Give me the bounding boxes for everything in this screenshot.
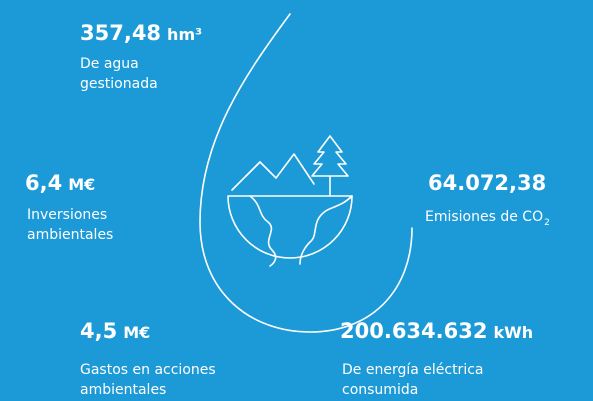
label-text: consumida — [342, 382, 418, 398]
stat-label: Gastos en acciones — [80, 362, 216, 378]
value: 6,4 — [25, 171, 62, 195]
label-text: gestionada — [80, 76, 158, 92]
environment-icon — [227, 135, 353, 267]
value: 4,5 — [80, 319, 117, 343]
value: 200.634.632 — [340, 319, 487, 343]
stat-value: 4,5 M€ — [80, 319, 150, 343]
stat: 200.634.632 kWh De energía eléctrica consum… — [340, 319, 533, 398]
stat: 64.072,38 Emisiones de CO2 — [425, 171, 550, 228]
stat-label: De energía eléctrica — [342, 362, 483, 378]
stat-value: 357,48 hm³ — [80, 21, 202, 45]
stat-label: De agua — [80, 56, 139, 72]
label-text: ambientales — [27, 227, 113, 243]
stat-label: ambientales — [27, 227, 113, 243]
label-text: ambientales — [80, 382, 166, 398]
stat-value: 6,4 M€ — [25, 171, 95, 195]
label-subscript: 2 — [544, 218, 550, 228]
value: 357,48 — [80, 21, 161, 45]
stat-value: 64.072,38 — [428, 171, 546, 195]
unit: hm³ — [167, 25, 202, 44]
label-text: De agua — [80, 56, 139, 72]
water-drop — [199, 13, 413, 333]
label-text: Emisiones de CO — [425, 209, 543, 225]
stat-label: gestionada — [80, 76, 158, 92]
label-text: De energía eléctrica — [342, 362, 483, 378]
label-text: Gastos en acciones — [80, 362, 216, 378]
stat-label: Inversiones — [27, 207, 107, 223]
stat-label: ambientales — [80, 382, 166, 398]
stat-label: consumida — [342, 382, 418, 398]
stat: 4,5 M€ Gastos en acciones ambientales — [80, 319, 216, 398]
value: 64.072,38 — [428, 171, 546, 195]
unit: kWh — [493, 323, 533, 342]
stat: 357,48 hm³ De agua gestionada — [80, 21, 202, 92]
unit: M€ — [68, 175, 95, 194]
stat: 6,4 M€ Inversiones ambientales — [25, 171, 113, 243]
unit: M€ — [123, 323, 150, 342]
stat-value: 200.634.632 kWh — [340, 319, 533, 343]
label-text: Inversiones — [27, 207, 107, 223]
stat-label: Emisiones de CO2 — [425, 209, 550, 228]
